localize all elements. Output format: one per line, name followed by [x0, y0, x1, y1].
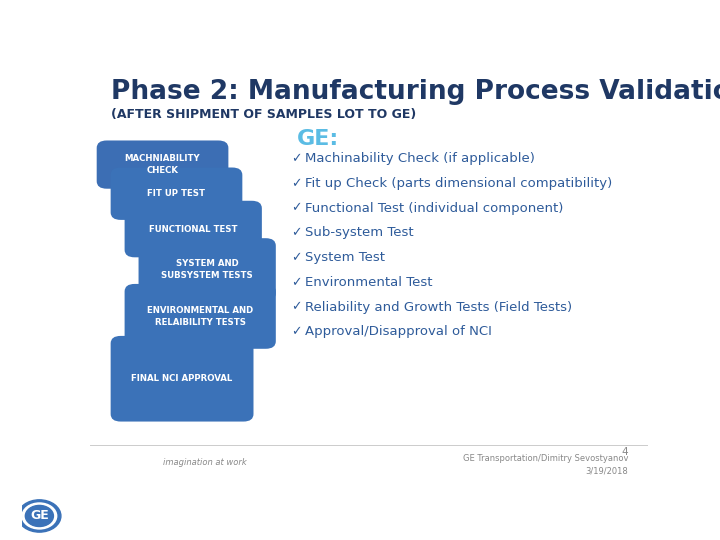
Text: MACHNIABILITY
CHECK: MACHNIABILITY CHECK	[125, 154, 200, 175]
Text: ✓: ✓	[291, 276, 302, 289]
Text: Approval/Disapproval of NCI: Approval/Disapproval of NCI	[305, 325, 492, 338]
FancyBboxPatch shape	[125, 201, 262, 258]
Text: Machinability Check (if applicable): Machinability Check (if applicable)	[305, 152, 535, 165]
FancyBboxPatch shape	[111, 336, 253, 422]
Text: imagination at work: imagination at work	[163, 458, 246, 467]
Text: ✓: ✓	[291, 177, 302, 190]
Text: ✓: ✓	[291, 226, 302, 239]
Text: ✓: ✓	[291, 152, 302, 165]
Text: GE:: GE:	[297, 129, 338, 149]
Text: GE Transportation/Dimitry Sevostyanov
3/19/2018: GE Transportation/Dimitry Sevostyanov 3/…	[463, 454, 629, 476]
FancyBboxPatch shape	[125, 284, 276, 349]
FancyBboxPatch shape	[138, 238, 276, 301]
Text: FIT UP TEST: FIT UP TEST	[148, 189, 205, 198]
Text: Fit up Check (parts dimensional compatibility): Fit up Check (parts dimensional compatib…	[305, 177, 612, 190]
Text: ✓: ✓	[291, 301, 302, 314]
FancyBboxPatch shape	[96, 140, 228, 188]
Text: Reliability and Growth Tests (Field Tests): Reliability and Growth Tests (Field Test…	[305, 301, 572, 314]
Text: ✓: ✓	[291, 325, 302, 338]
Text: SYSTEM AND
SUBSYSTEM TESTS: SYSTEM AND SUBSYSTEM TESTS	[161, 259, 253, 280]
FancyBboxPatch shape	[111, 167, 243, 220]
Circle shape	[22, 503, 57, 529]
Text: Functional Test (individual component): Functional Test (individual component)	[305, 201, 563, 214]
Text: Sub-system Test: Sub-system Test	[305, 226, 413, 239]
Text: Environmental Test: Environmental Test	[305, 276, 432, 289]
Text: (AFTER SHIPMENT OF SAMPLES LOT TO GE): (AFTER SHIPMENT OF SAMPLES LOT TO GE)	[111, 109, 416, 122]
Text: ✓: ✓	[291, 251, 302, 264]
Text: ✓: ✓	[291, 201, 302, 214]
Circle shape	[18, 500, 61, 532]
Text: FINAL NCI APPROVAL: FINAL NCI APPROVAL	[132, 374, 233, 383]
Text: Phase 2: Manufacturing Process Validation: Phase 2: Manufacturing Process Validatio…	[111, 79, 720, 105]
Text: GE: GE	[30, 509, 49, 523]
Circle shape	[25, 505, 53, 526]
Text: 4: 4	[622, 447, 629, 457]
Text: FUNCTIONAL TEST: FUNCTIONAL TEST	[149, 225, 238, 233]
Text: System Test: System Test	[305, 251, 384, 264]
Text: ENVIRONMENTAL AND
RELAIBILITY TESTS: ENVIRONMENTAL AND RELAIBILITY TESTS	[147, 306, 253, 327]
